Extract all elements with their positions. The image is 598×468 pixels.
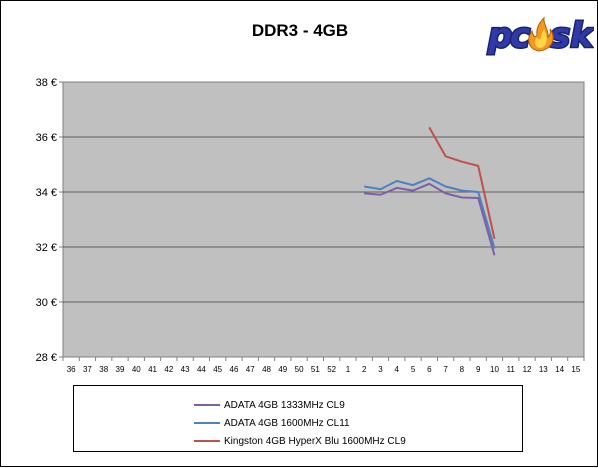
x-tick-label: 12 bbox=[523, 365, 532, 374]
x-tick-label: 46 bbox=[230, 365, 239, 374]
series-lines bbox=[364, 126, 496, 256]
chart-title: DDR3 - 4GB bbox=[251, 21, 349, 40]
y-tick-label: 28 € bbox=[36, 352, 57, 364]
y-tick-label: 30 € bbox=[36, 297, 57, 309]
x-tick-label: 1 bbox=[346, 365, 351, 374]
x-axis: 36 37 38 39 40 41 42 43 44 45 46 47 48 49 50 51 52 1 2 3 4 5 6… bbox=[62, 357, 585, 374]
x-tick-label: 7 bbox=[443, 365, 448, 374]
x-tick-label: 13 bbox=[539, 365, 548, 374]
gridlines bbox=[63, 136, 584, 303]
svg-text:p: p bbox=[487, 16, 512, 56]
x-tick-label: 52 bbox=[327, 365, 336, 374]
x-tick-label: 2 bbox=[362, 365, 367, 374]
x-tick-label: 47 bbox=[246, 365, 255, 374]
x-tick-label: 3 bbox=[378, 365, 383, 374]
legend-swatch bbox=[194, 440, 220, 442]
x-tick-label: 15 bbox=[571, 365, 580, 374]
x-tick-label: 40 bbox=[132, 365, 141, 374]
legend: ADATA 4GB 1333MHz CL9 ADATA 4GB 1600MHz … bbox=[73, 385, 523, 452]
x-tick-label: 48 bbox=[262, 365, 271, 374]
x-tick-label: 51 bbox=[311, 365, 320, 374]
x-tick-label: 39 bbox=[116, 365, 125, 374]
legend-item-adata-1333: ADATA 4GB 1333MHz CL9 bbox=[194, 396, 345, 414]
flame-icon bbox=[528, 16, 554, 52]
x-tick-label: 9 bbox=[476, 365, 481, 374]
y-tick-label: 38 € bbox=[36, 77, 57, 89]
y-tick-label: 32 € bbox=[36, 242, 57, 254]
x-tick-label: 42 bbox=[164, 365, 173, 374]
x-tick-label: 4 bbox=[395, 365, 400, 374]
series-line-0 bbox=[364, 182, 496, 256]
x-tick-label: 38 bbox=[99, 365, 108, 374]
legend-label: ADATA 4GB 1600MHz CL11 bbox=[224, 417, 350, 429]
x-tick-label: 36 bbox=[67, 365, 76, 374]
svg-text:sk: sk bbox=[550, 16, 594, 56]
svg-text:c: c bbox=[510, 16, 530, 56]
series-line-1 bbox=[364, 177, 496, 249]
y-tick-label: 36 € bbox=[36, 132, 57, 144]
x-tick-label: 6 bbox=[427, 365, 432, 374]
svg-text:sk: sk bbox=[550, 16, 594, 56]
x-tick-label: 14 bbox=[555, 365, 564, 374]
x-tick-label: 41 bbox=[148, 365, 157, 374]
x-tick-label: 50 bbox=[295, 365, 304, 374]
x-tick-label: 37 bbox=[83, 365, 92, 374]
x-tick-label: 45 bbox=[213, 365, 222, 374]
x-tick-label: 10 bbox=[490, 365, 499, 374]
plot-area bbox=[62, 81, 585, 358]
series-line-2 bbox=[428, 126, 496, 240]
pcsk-logo: p p c c sk sk bbox=[486, 15, 595, 58]
svg-text:c: c bbox=[510, 16, 530, 56]
legend-swatch bbox=[194, 422, 220, 424]
x-tick-label: 11 bbox=[507, 365, 516, 374]
x-tick-label: 43 bbox=[181, 365, 190, 374]
legend-item-kingston: Kingston 4GB HyperX Blu 1600MHz CL9 bbox=[194, 432, 406, 450]
x-tick-label: 8 bbox=[460, 365, 465, 374]
legend-item-adata-1600: ADATA 4GB 1600MHz CL11 bbox=[194, 414, 350, 432]
legend-swatch bbox=[194, 404, 220, 406]
legend-label: ADATA 4GB 1333MHz CL9 bbox=[224, 399, 345, 411]
x-tick-label: 49 bbox=[278, 365, 287, 374]
legend-label: Kingston 4GB HyperX Blu 1600MHz CL9 bbox=[224, 435, 406, 447]
x-tick-label: 44 bbox=[197, 365, 206, 374]
x-tick-label: 5 bbox=[411, 365, 416, 374]
svg-text:p: p bbox=[487, 16, 512, 56]
y-tick-label: 34 € bbox=[36, 187, 57, 199]
y-axis: 38 € 36 € 34 € 32 € 30 € 28 € bbox=[36, 77, 63, 364]
